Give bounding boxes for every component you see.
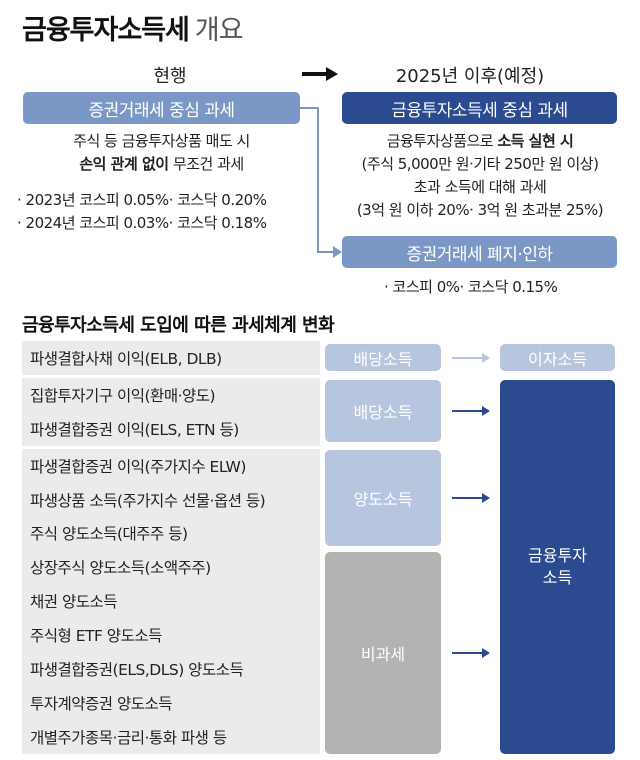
future-desc-line2: (주식 5,000만 원·기타 250만 원 이상): [361, 155, 599, 173]
table-row: 파생결합증권 이익(ELS, ETN 등): [22, 412, 320, 446]
current-bullet-1: · 2023년 코스피 0.05%· 코스닥 0.20%: [17, 191, 267, 209]
table-row: 상장주식 양도소득(소액주주): [22, 550, 320, 584]
table-row: 파생결합사채 이익(ELB, DLB): [22, 341, 320, 375]
future-heading: 2025년 이후(예정): [395, 66, 545, 87]
fin-line2: 소득: [542, 568, 573, 587]
page-title: 금융투자소득세 개요: [22, 8, 244, 47]
future-desc-bold: 소득 실현 시: [497, 132, 574, 150]
table-row: 파생상품 소득(주가지수 선물·옵션 등): [22, 483, 320, 517]
category-nontax: 비과세: [325, 552, 441, 754]
arrow-dividend-to-financial: [452, 406, 490, 416]
fin-line1: 금융투자: [528, 546, 587, 565]
current-desc: 주식 등 금융투자상품 매도 시 손익 관계 없이 무조건 과세: [23, 130, 300, 176]
table-row: 파생결합증권 이익(주가지수 ELW): [22, 449, 320, 483]
arrow-nontax-to-financial: [452, 648, 490, 658]
table-row: 채권 양도소득: [22, 584, 320, 618]
table-row: 투자계약증권 양도소득: [22, 686, 320, 720]
page-title-sub: 개요: [194, 15, 244, 46]
table-row: 파생결합증권(ELS,DLS) 양도소득: [22, 652, 320, 686]
future-desc-pre: 금융투자상품으로: [386, 132, 498, 150]
current-bullet-2: · 2024년 코스피 0.03%· 코스닥 0.18%: [17, 214, 267, 232]
current-tag: 증권거래세 중심 과세: [23, 92, 300, 124]
table-row: 주식 양도소득(대주주 등): [22, 516, 320, 550]
table-row: 주식형 ETF 양도소득: [22, 618, 320, 652]
category-dividend-1: 배당소득: [325, 344, 441, 371]
category-interest: 이자소득: [500, 344, 615, 371]
current-desc-bold: 손익 관계 없이: [79, 155, 169, 173]
right-arrow-icon: [300, 64, 340, 88]
category-financial-investment-income: 금융투자 소득: [500, 380, 615, 754]
current-desc-line1: 주식 등 금융투자상품 매도 시: [73, 132, 250, 150]
connector-arrow: [300, 107, 342, 258]
section-title: 금융투자소득세 도입에 따른 과세체계 변화: [22, 315, 335, 336]
future-bullet: · 코스피 0%· 코스닥 0.15%: [384, 278, 558, 296]
future-tag2: 증권거래세 폐지·인하: [342, 236, 617, 268]
current-desc-line2: 손익 관계 없이 무조건 과세: [23, 153, 300, 176]
future-desc-line3: 초과 소득에 대해 과세: [413, 178, 547, 196]
future-desc: 금융투자상품으로 소득 실현 시 (주식 5,000만 원·기타 250만 원 …: [330, 130, 630, 222]
arrow-dividend-to-interest: [452, 353, 490, 363]
future-desc-line1: 금융투자상품으로 소득 실현 시: [330, 130, 630, 153]
current-heading: 현행: [153, 66, 187, 87]
table-row: 집합투자기구 이익(환매·양도): [22, 378, 320, 412]
future-desc-line4: (3억 원 이하 20%· 3억 원 초과분 25%): [356, 201, 604, 219]
current-desc-rest: 무조건 과세: [168, 155, 244, 173]
category-transfer: 양도소득: [325, 450, 441, 546]
future-tag: 금융투자소득세 중심 과세: [342, 92, 617, 124]
category-dividend-2: 배당소득: [325, 380, 441, 442]
arrow-transfer-to-financial: [452, 493, 490, 503]
table-row: 개별주가종목·금리·통화 파생 등: [22, 720, 320, 754]
page-title-main: 금융투자소득세: [22, 15, 190, 46]
